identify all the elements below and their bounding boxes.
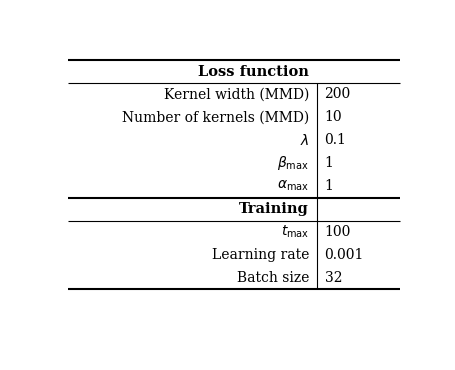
Text: 100: 100	[324, 225, 350, 239]
Text: 200: 200	[324, 87, 350, 101]
Text: $\lambda$: $\lambda$	[299, 133, 308, 148]
Text: 1: 1	[324, 179, 333, 193]
Text: Kernel width (MMD): Kernel width (MMD)	[163, 87, 308, 101]
Text: Number of kernels (MMD): Number of kernels (MMD)	[121, 110, 308, 124]
Text: $\beta_{\mathrm{max}}$: $\beta_{\mathrm{max}}$	[277, 154, 308, 172]
Text: 0.001: 0.001	[324, 248, 363, 262]
Text: Loss function: Loss function	[197, 64, 308, 78]
Text: 10: 10	[324, 110, 341, 124]
Text: Training: Training	[239, 202, 308, 216]
Text: 1: 1	[324, 156, 333, 170]
Text: Learning rate: Learning rate	[211, 248, 308, 262]
Text: $t_{\mathrm{max}}$: $t_{\mathrm{max}}$	[280, 224, 308, 240]
Text: 0.1: 0.1	[324, 133, 346, 147]
Text: $\alpha_{\mathrm{max}}$: $\alpha_{\mathrm{max}}$	[276, 179, 308, 194]
Text: 32: 32	[324, 271, 341, 285]
Text: Batch size: Batch size	[236, 271, 308, 285]
